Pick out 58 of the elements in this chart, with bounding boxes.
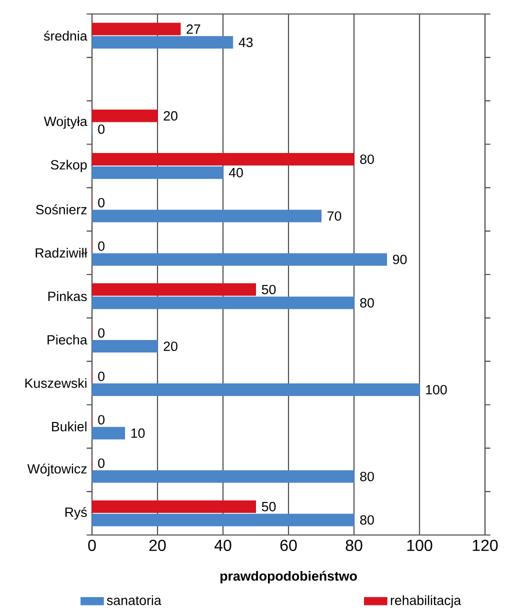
y-tick-label: Sośnierz (36, 204, 87, 214)
bar (92, 383, 420, 396)
bar (92, 283, 256, 296)
y-tick-label: Radziwiłł (36, 248, 88, 258)
bar (92, 253, 388, 266)
bar (92, 500, 256, 513)
x-tick-label: 120 (472, 540, 498, 552)
data-label: 0 (98, 372, 104, 382)
data-label: 40 (228, 168, 243, 178)
data-label: 43 (238, 38, 253, 48)
x-tick-label: 100 (407, 540, 432, 552)
y-tick-label: Pinkas (48, 291, 87, 302)
y-tick-label: Ryś (65, 506, 87, 520)
x-tick-label: 80 (346, 540, 362, 552)
x-tick-label: 0 (88, 540, 96, 552)
bar (92, 514, 354, 526)
bar (92, 470, 354, 483)
y-tick-label: średnia (44, 30, 88, 41)
data-label: 80 (360, 154, 374, 164)
bar (92, 296, 354, 310)
data-label: 0 (98, 328, 104, 338)
bar (92, 110, 158, 122)
data-label: 0 (98, 198, 104, 208)
bar (92, 22, 181, 36)
data-label: 27 (186, 24, 200, 34)
data-label: 50 (262, 502, 276, 512)
x-axis-title: prawdopodobieństwo (220, 570, 357, 584)
y-tick-label: Bukiel (52, 422, 86, 432)
data-label: 50 (262, 284, 276, 294)
legend-label: sanatoria (106, 595, 162, 606)
data-label: 20 (164, 111, 178, 121)
data-label: 70 (328, 211, 342, 221)
data-label: 80 (360, 472, 374, 482)
y-tick-label: Wojtyła (44, 116, 88, 129)
bar (92, 36, 234, 49)
data-label: 90 (392, 254, 407, 264)
data-label: 80 (360, 515, 374, 525)
y-tick-label: Kuszewski (25, 378, 86, 388)
data-label: 80 (360, 298, 374, 308)
data-label: 0 (98, 458, 104, 468)
bar (92, 210, 322, 222)
bar (92, 166, 224, 179)
bar (92, 426, 126, 440)
data-label: 100 (426, 384, 447, 394)
x-tick-label: 40 (214, 540, 232, 552)
data-label: 0 (98, 415, 104, 425)
bar (92, 153, 354, 166)
data-label: 0 (98, 241, 104, 251)
y-tick-label: Piecha (48, 334, 88, 345)
x-tick-label: 60 (280, 540, 297, 552)
data-label: 10 (131, 428, 145, 438)
x-tick-label: 20 (149, 540, 166, 552)
y-tick-label: Szkop (50, 160, 87, 172)
legend-label: rehabilitacja (390, 595, 462, 608)
data-label: 20 (164, 342, 178, 352)
y-tick-label: Wójtowicz (27, 464, 87, 476)
data-label: 0 (98, 124, 104, 134)
bar (92, 340, 158, 353)
